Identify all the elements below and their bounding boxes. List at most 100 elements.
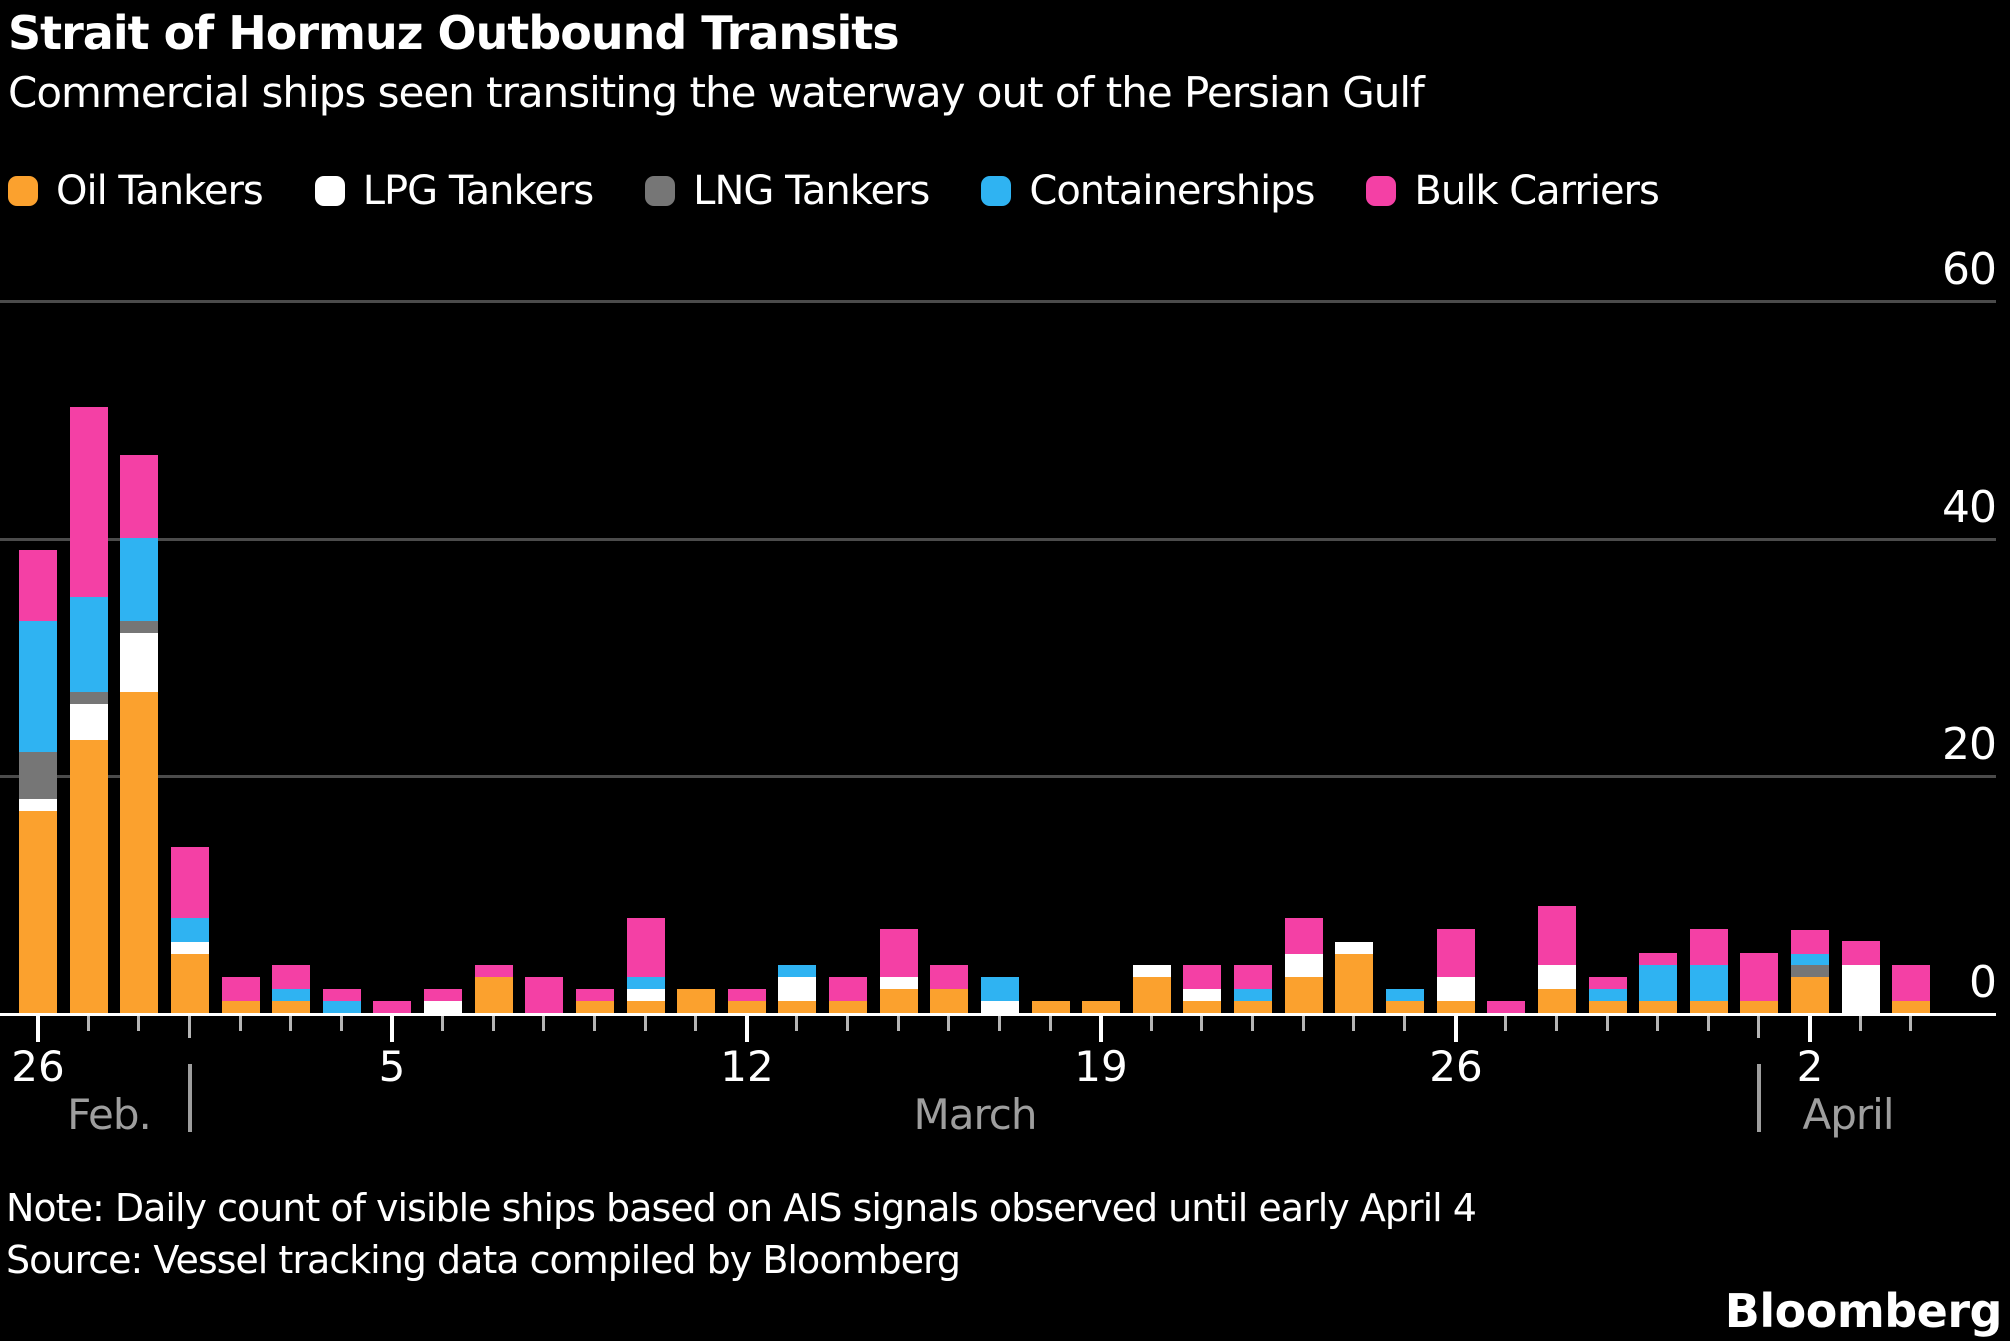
y-axis-label-0: 0	[1969, 957, 1997, 1008]
x-tick-Mar-1	[188, 1016, 191, 1038]
bar-segment-Apr-2-LNG-Tankers	[1791, 965, 1829, 977]
bar-segment-Mar-30-Bulk-Carriers	[1639, 953, 1677, 965]
bar-segment-Mar-9-Oil-Tankers	[576, 1001, 614, 1013]
bar-segment-Mar-31-Containerships	[1690, 965, 1728, 1001]
x-tick-Feb-26	[36, 1016, 40, 1042]
bar-segment-Feb-27-LNG-Tankers	[70, 692, 108, 704]
bar-segment-Apr-2-Bulk-Carriers	[1791, 930, 1829, 954]
bar-segment-Mar-19-Oil-Tankers	[1082, 1001, 1120, 1013]
bar-segment-Apr-4-Bulk-Carriers	[1892, 965, 1930, 1001]
bar-segment-Feb-26-Oil-Tankers	[19, 811, 57, 1013]
bar-segment-Mar-8-Bulk-Carriers	[525, 977, 563, 1013]
bar-segment-Mar-3-Bulk-Carriers	[272, 965, 310, 989]
bulk-carriers-swatch-icon	[1366, 176, 1397, 206]
legend-item-lpg-tankers: LPG Tankers	[314, 168, 594, 214]
x-tick-Apr-2	[1808, 1016, 1812, 1042]
bar-segment-Mar-15-LPG-Tankers	[880, 977, 918, 989]
bar-segment-Mar-1-LPG-Tankers	[171, 942, 209, 954]
x-tick-label-26: 26	[11, 1042, 65, 1091]
bar-segment-Mar-31-Oil-Tankers	[1690, 1001, 1728, 1013]
x-tick-Mar-5	[390, 1016, 394, 1042]
lng-tankers-swatch-icon	[645, 176, 676, 206]
x-tick-Mar-10	[644, 1016, 647, 1031]
bar-segment-Mar-22-Oil-Tankers	[1234, 1001, 1272, 1013]
x-tick-Mar-19	[1099, 1016, 1103, 1042]
bar-segment-Mar-27-Bulk-Carriers	[1487, 1001, 1525, 1013]
x-tick-Mar-13	[795, 1016, 798, 1031]
bar-segment-Mar-26-LPG-Tankers	[1437, 977, 1475, 1001]
legend-label: LNG Tankers	[693, 168, 930, 214]
month-label-March: March	[913, 1090, 1037, 1139]
x-tick-Mar-2	[239, 1016, 242, 1031]
legend-label: Oil Tankers	[56, 168, 264, 214]
bar-segment-Mar-6-LPG-Tankers	[424, 1001, 462, 1013]
x-tick-Mar-14	[846, 1016, 849, 1031]
x-tick-Mar-30	[1656, 1016, 1659, 1031]
x-tick-Mar-7	[492, 1016, 495, 1031]
bar-segment-Mar-3-Oil-Tankers	[272, 1001, 310, 1013]
bar-segment-Mar-10-LPG-Tankers	[627, 989, 665, 1001]
bar-segment-Mar-12-Bulk-Carriers	[728, 989, 766, 1001]
legend: Oil Tankers LPG Tankers LNG Tankers Cont…	[8, 168, 1660, 214]
x-tick-Mar-15	[897, 1016, 900, 1031]
legend-item-containerships: Containerships	[981, 168, 1315, 214]
month-label-Feb: Feb.	[67, 1090, 152, 1139]
containerships-swatch-icon	[981, 176, 1012, 206]
bar-segment-Mar-23-LPG-Tankers	[1285, 953, 1323, 977]
x-tick-Mar-31	[1707, 1016, 1710, 1031]
legend-item-oil-tankers: Oil Tankers	[8, 168, 264, 214]
bar-segment-Feb-27-Containerships	[70, 597, 108, 692]
chart-title: Strait of Hormuz Outbound Transits	[8, 6, 900, 60]
bar-segment-Feb-28-Bulk-Carriers	[120, 455, 158, 538]
x-tick-Mar-3	[289, 1016, 292, 1031]
bar-segment-Feb-26-Bulk-Carriers	[19, 550, 57, 621]
bar-segment-Apr-4-Oil-Tankers	[1892, 1001, 1930, 1013]
x-tick-Mar-22	[1251, 1016, 1254, 1031]
bloomberg-logo: Bloomberg	[1724, 1284, 2003, 1338]
x-tick-Mar-11	[694, 1016, 697, 1031]
bar-segment-Mar-28-Oil-Tankers	[1538, 989, 1576, 1013]
y-axis-label-60: 60	[1942, 244, 1997, 295]
bar-segment-Mar-10-Oil-Tankers	[627, 1001, 665, 1013]
bar-segment-Mar-23-Bulk-Carriers	[1285, 918, 1323, 954]
legend-item-bulk-carriers: Bulk Carriers	[1366, 168, 1660, 214]
legend-item-lng-tankers: LNG Tankers	[645, 168, 930, 214]
bar-segment-Apr-2-Containerships	[1791, 953, 1829, 965]
bar-segment-Mar-13-Containerships	[778, 965, 816, 977]
bar-segment-Mar-12-Oil-Tankers	[728, 1001, 766, 1013]
x-tick-Feb-28	[137, 1016, 140, 1031]
x-tick-label-19: 19	[1074, 1042, 1128, 1091]
x-tick-Mar-16	[947, 1016, 950, 1031]
month-separator	[1757, 1064, 1761, 1132]
x-tick-Mar-21	[1200, 1016, 1203, 1031]
bar-segment-Mar-22-Containerships	[1234, 989, 1272, 1001]
bar-segment-Mar-17-Containerships	[981, 977, 1019, 1001]
y-axis-label-20: 20	[1942, 719, 1997, 770]
x-tick-label-26: 26	[1429, 1042, 1483, 1091]
x-tick-Mar-23	[1302, 1016, 1305, 1031]
bar-segment-Mar-17-LPG-Tankers	[981, 1001, 1019, 1013]
x-tick-Mar-9	[593, 1016, 596, 1031]
bar-segment-Feb-28-Containerships	[120, 538, 158, 621]
bar-segment-Mar-29-Bulk-Carriers	[1589, 977, 1627, 989]
x-tick-label-5: 5	[378, 1042, 406, 1091]
legend-label: Bulk Carriers	[1414, 168, 1659, 214]
bar-segment-Mar-25-Containerships	[1386, 989, 1424, 1001]
bar-segment-Mar-29-Oil-Tankers	[1589, 1001, 1627, 1013]
bar-segment-Mar-1-Oil-Tankers	[171, 954, 209, 1013]
bar-segment-Mar-28-Bulk-Carriers	[1538, 906, 1576, 965]
bar-segment-Mar-21-Bulk-Carriers	[1183, 965, 1221, 989]
bar-segment-Mar-21-LPG-Tankers	[1183, 989, 1221, 1001]
bar-segment-Mar-10-Containerships	[627, 977, 665, 989]
bar-segment-Feb-26-LPG-Tankers	[19, 799, 57, 811]
x-tick-Mar-18	[1049, 1016, 1052, 1031]
bar-segment-Apr-2-Oil-Tankers	[1791, 977, 1829, 1013]
bar-segment-Mar-23-Oil-Tankers	[1285, 977, 1323, 1013]
bar-segment-Mar-16-Oil-Tankers	[930, 989, 968, 1013]
bar-segment-Mar-10-Bulk-Carriers	[627, 918, 665, 977]
bar-segment-Mar-15-Bulk-Carriers	[880, 929, 918, 977]
bar-segment-Mar-4-Containerships	[323, 1001, 361, 1013]
x-tick-Mar-28	[1555, 1016, 1558, 1031]
bar-segment-Mar-18-Oil-Tankers	[1032, 1001, 1070, 1013]
